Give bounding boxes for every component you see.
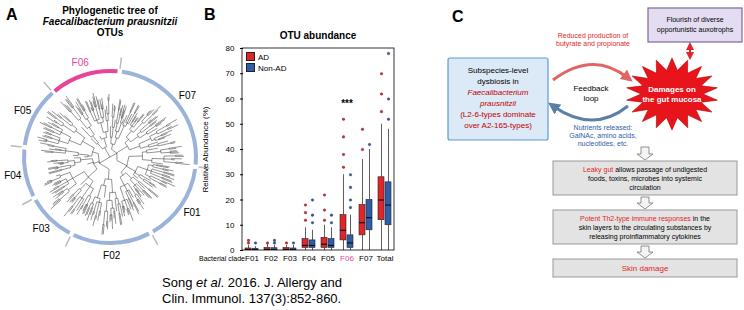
svg-text:F03: F03 [33,223,51,234]
svg-text:prausnitzii: prausnitzii [479,99,516,108]
svg-text:F03: F03 [283,254,297,263]
svg-text:Faecalibacterium prausnitzii: Faecalibacterium prausnitzii [43,16,178,27]
svg-text:0: 0 [230,246,235,255]
svg-text:releasing proinflammatory cyto: releasing proinflammatory cytokines [589,233,701,241]
svg-text:the gut mucosa: the gut mucosa [642,95,702,104]
svg-text:F02: F02 [264,254,278,263]
svg-text:F07: F07 [179,90,197,101]
svg-text:butyrate and propionate: butyrate and propionate [556,40,630,48]
svg-text:F07: F07 [359,254,373,263]
html-text:OTU abundance: OTU abundance [279,30,357,41]
svg-text:40: 40 [226,145,235,154]
svg-text:Clin. Immunol. 137(3):852-860.: Clin. Immunol. 137(3):852-860. [162,291,341,306]
html-text:B: B [204,6,216,23]
svg-text:Relative Abundance (%): Relative Abundance (%) [201,106,210,192]
svg-text:20: 20 [226,196,235,205]
svg-text:Feedback: Feedback [573,84,609,93]
svg-text:C: C [452,8,464,25]
svg-text:Leaky gut allows passage of un: Leaky gut allows passage of undigested [583,166,707,174]
svg-text:80: 80 [226,44,235,53]
svg-text:F05: F05 [14,105,32,116]
svg-text:GalNAc, amino acids,: GalNAc, amino acids, [569,132,636,139]
svg-text:50: 50 [226,120,235,129]
svg-text:F06: F06 [340,254,354,263]
svg-text:F02: F02 [103,250,121,261]
svg-text:60: 60 [226,95,235,104]
svg-text:Total: Total [377,254,394,263]
svg-text:***: *** [341,98,353,109]
svg-text:Skin damage: Skin damage [622,264,669,273]
svg-text:OTUs: OTUs [97,27,124,38]
svg-text:foods, toxins, microbes into s: foods, toxins, microbes into systemic [588,175,702,183]
svg-text:F01: F01 [245,254,259,263]
svg-text:over A2-165-types): over A2-165-types) [464,121,532,130]
svg-text:Reduced production of: Reduced production of [558,32,628,40]
svg-text:Damages on: Damages on [648,85,696,94]
svg-text:Nutrients released:: Nutrients released: [574,124,633,131]
svg-text:opportunistic auxotrophs: opportunistic auxotrophs [657,26,734,34]
svg-text:70: 70 [226,69,235,78]
svg-text:(L2-6-types dominate: (L2-6-types dominate [460,110,536,119]
svg-text:F05: F05 [321,254,335,263]
html-text:Non-AD: Non-AD [258,64,287,73]
svg-text:F06: F06 [72,57,90,68]
svg-text:30: 30 [226,170,235,179]
svg-text:loop: loop [583,94,599,103]
svg-text:circulation: circulation [629,184,661,191]
svg-text:Subspecies-level: Subspecies-level [468,66,529,75]
svg-text:dysbiosis in: dysbiosis in [477,77,518,86]
svg-text:A: A [6,6,18,23]
svg-text:Faecalibacterium: Faecalibacterium [468,88,529,97]
svg-text:F01: F01 [183,207,201,218]
svg-text:Potent Th2-type immune respons: Potent Th2-type immune responses in the [580,215,710,223]
html-text:Bacterial clade: Bacterial clade [199,255,245,262]
svg-text:F04: F04 [4,170,22,181]
svg-text:F04: F04 [302,254,316,263]
svg-text:nucleotides, etc.: nucleotides, etc. [578,140,629,147]
svg-text:Song et al. 2016. J. Allergy a: Song et al. 2016. J. Allergy and [162,275,342,290]
svg-text:Phylogenetic tree of: Phylogenetic tree of [62,5,158,16]
svg-text:Flourish of diverse: Flourish of diverse [666,16,723,23]
svg-text:skin layers to the circulating: skin layers to the circulating substance… [579,224,712,232]
svg-text:10: 10 [226,221,235,230]
html-text:AD: AD [258,53,270,62]
